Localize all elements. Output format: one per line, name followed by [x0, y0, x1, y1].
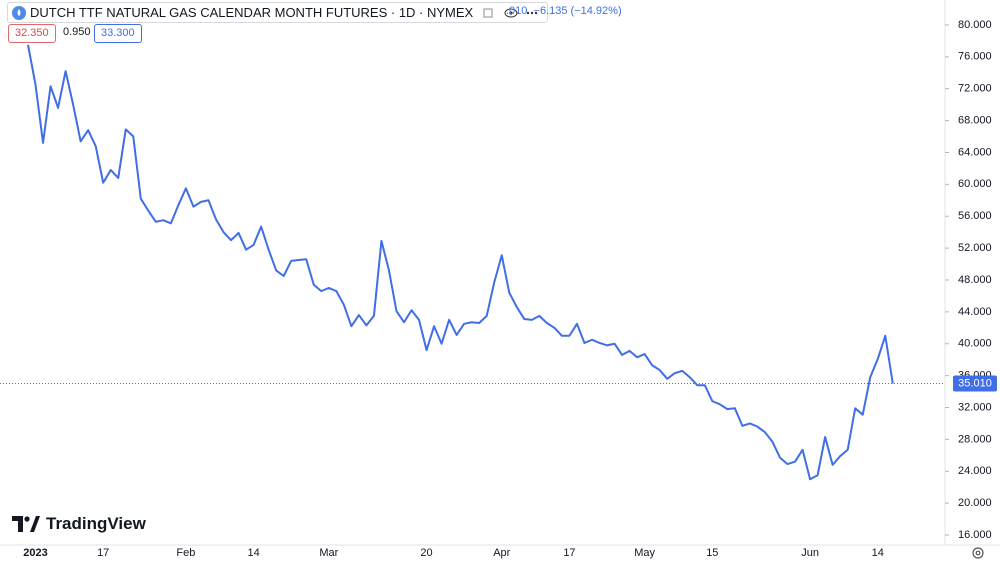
- legend-header: DUTCH TTF NATURAL GAS CALENDAR MONTH FUT…: [7, 2, 549, 23]
- y-tick-label: 76.000: [958, 51, 992, 63]
- y-tick-label: 40.000: [958, 338, 992, 350]
- bid-price[interactable]: 32.350: [8, 24, 56, 43]
- y-tick-label: 28.000: [958, 433, 992, 445]
- price-line: [27, 44, 894, 481]
- y-tick-label: 16.000: [958, 529, 992, 541]
- x-tick-label: 2023: [23, 547, 47, 559]
- x-tick-label: 17: [97, 547, 109, 559]
- x-tick-label: Feb: [176, 547, 195, 559]
- x-tick-label: 14: [872, 547, 884, 559]
- symbol-title: DUTCH TTF NATURAL GAS CALENDAR MONTH FUT…: [30, 5, 474, 20]
- y-tick-label: 60.000: [958, 178, 992, 190]
- y-tick-label: 44.000: [958, 306, 992, 318]
- legend-icons[interactable]: [481, 6, 541, 20]
- logo-mark: [12, 516, 40, 532]
- price-change: .010 −6.135 (−14.92%): [506, 5, 622, 17]
- y-tick-label: 52.000: [958, 242, 992, 254]
- settings-icon[interactable]: [972, 547, 984, 559]
- change: −6.135 (−14.92%): [533, 5, 622, 17]
- brand-name: TradingView: [46, 514, 146, 533]
- x-tick-label: 17: [563, 547, 575, 559]
- last-price-label: 35.010: [958, 377, 992, 389]
- y-tick-label: 56.000: [958, 210, 992, 222]
- x-tick-label: 15: [706, 547, 718, 559]
- y-tick-label: 48.000: [958, 274, 992, 286]
- y-tick-label: 24.000: [958, 465, 992, 477]
- y-tick-label: 64.000: [958, 146, 992, 158]
- x-tick-label: May: [634, 547, 655, 559]
- brand-logo: TradingView: [12, 514, 146, 534]
- y-tick-label: 80.000: [958, 19, 992, 31]
- x-tick-label: 20: [420, 547, 432, 559]
- ask-price[interactable]: 33.300: [94, 24, 142, 43]
- x-tick-label: Apr: [493, 547, 510, 559]
- y-tick-label: 20.000: [958, 497, 992, 509]
- x-tick-label: Mar: [319, 547, 338, 559]
- spread: 0.950: [57, 24, 97, 41]
- symbol-icon: [12, 5, 26, 20]
- last-price-tag: [953, 375, 997, 392]
- x-tick-label: Jun: [801, 547, 819, 559]
- y-tick-label: 32.000: [958, 401, 992, 413]
- y-tick-label: 72.000: [958, 83, 992, 95]
- x-tick-label: 14: [247, 547, 259, 559]
- y-tick-label: 68.000: [958, 114, 992, 126]
- last-price-partial: .010: [506, 5, 528, 17]
